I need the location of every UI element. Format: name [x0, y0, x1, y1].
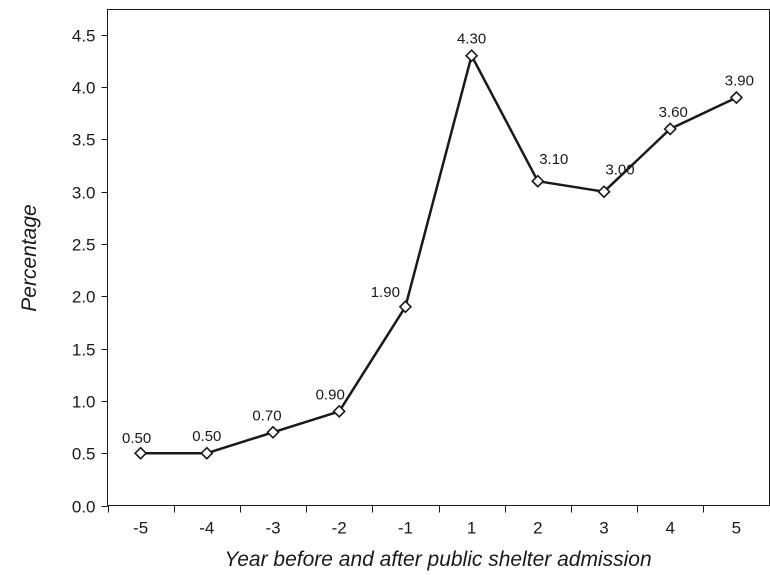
y-tick-label: 3.5: [72, 131, 96, 150]
y-tick-label: 2.5: [72, 236, 96, 255]
data-label: 0.70: [252, 407, 281, 424]
y-tick-label: 1.5: [72, 341, 96, 360]
y-tick-label: 4.0: [72, 79, 96, 98]
y-tick-label: 0.0: [72, 498, 96, 517]
x-tick-label: -1: [398, 519, 413, 538]
x-tick-label: 2: [533, 519, 542, 538]
x-tick-label: -2: [332, 519, 347, 538]
data-label: 3.00: [605, 162, 634, 179]
x-tick-label: 3: [599, 519, 608, 538]
data-point-marker: [531, 174, 545, 188]
y-tick-label: 2.0: [72, 288, 96, 307]
data-label: 3.90: [725, 73, 754, 90]
data-label: 0.90: [316, 386, 345, 403]
data-point-marker: [597, 185, 611, 199]
data-label: 3.10: [539, 151, 568, 168]
y-axis: 0.0 0.5 1.0 1.5 2.0 2.5 3.0 3.5 4.0 4.5: [72, 27, 108, 517]
data-point-marker: [729, 90, 744, 105]
y-axis-title: Percentage: [18, 204, 41, 311]
data-label: 4.30: [457, 31, 486, 48]
data-point-marker: [398, 300, 413, 314]
data-labels: 0.50 0.50 0.70 0.90 1.90 4.30 3.10 3.00 3.60 3.90: [122, 31, 754, 448]
data-series: [133, 49, 744, 460]
y-tick-label: 3.0: [72, 184, 96, 203]
data-label: 1.90: [371, 284, 400, 301]
y-tick-label: 1.0: [72, 393, 96, 412]
x-tick-label: -4: [199, 519, 214, 538]
data-label: 0.50: [122, 430, 151, 447]
x-tick-label: 5: [732, 519, 741, 538]
data-point-marker: [266, 425, 280, 439]
data-point-marker: [200, 446, 214, 460]
x-axis: -5 -4 -3 -2 -1 1 2 3 4 5: [108, 505, 741, 538]
x-axis-title: Year before and after public shelter adm…: [224, 548, 651, 571]
data-label: 3.60: [659, 104, 688, 121]
x-tick-label: -3: [265, 519, 280, 538]
data-point-marker: [663, 122, 677, 136]
data-point-marker: [133, 446, 148, 460]
x-tick-label: 1: [467, 519, 476, 538]
data-point-marker: [332, 404, 346, 418]
y-tick-label: 4.5: [72, 27, 96, 46]
y-tick-label: 0.5: [72, 445, 96, 464]
data-label: 0.50: [192, 428, 221, 445]
x-tick-label: -5: [133, 519, 148, 538]
x-tick-label: 4: [665, 519, 674, 538]
series-line: [140, 54, 737, 455]
data-point-marker: [464, 49, 479, 63]
